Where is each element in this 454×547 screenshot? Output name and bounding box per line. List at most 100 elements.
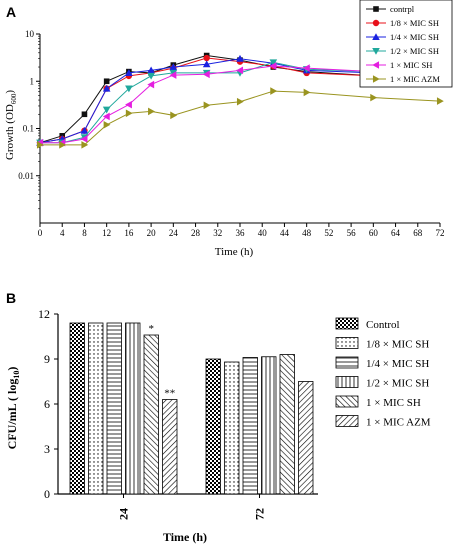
growth-chart-y-ticks: 10 1 0.1 0.01 <box>18 29 40 210</box>
growth-x-tick-label: 56 <box>347 228 357 238</box>
growth-data-point <box>147 72 155 80</box>
cfu-chart-y-ticks: 0 3 6 9 12 <box>38 307 58 501</box>
growth-data-point <box>202 70 210 79</box>
growth-data-point <box>147 80 155 89</box>
cfu-bar-1-8-mic-sh <box>224 361 240 495</box>
growth-legend-entry: 1/4 × MIC SH <box>366 32 439 42</box>
growth-data-point <box>80 135 88 143</box>
growth-chart-x-ticks: 0 4 8 12 16 20 24 28 32 36 40 44 48 52 56 60 64 68 72 <box>38 223 445 238</box>
growth-data-point <box>203 101 211 110</box>
growth-data-point <box>269 62 277 70</box>
growth-legend-entry: contrpl <box>366 4 415 14</box>
cfu-chart-categories: 24 72 <box>117 494 267 520</box>
growth-x-tick-label: 64 <box>391 228 401 238</box>
growth-data-point <box>303 88 311 97</box>
cfu-legend-label: 1/8 × MIC SH <box>366 339 429 351</box>
cfu-legend-swatch <box>335 395 359 408</box>
growth-data-point <box>80 126 89 134</box>
cfu-significance-marker: * <box>149 323 155 335</box>
cfu-legend-label: 1/2 × MIC SH <box>366 378 429 390</box>
growth-legend-marker <box>372 47 380 55</box>
cfu-bar-control <box>205 358 221 495</box>
growth-data-point <box>170 111 178 120</box>
growth-legend-label: 1 × MIC AZM <box>390 74 440 84</box>
growth-x-tick-label: 40 <box>258 228 268 238</box>
growth-legend-marker <box>373 6 379 12</box>
panel-letter-a: A <box>6 4 16 20</box>
growth-data-point <box>236 97 244 106</box>
cfu-legend-entry: 1 × MIC AZM <box>335 415 431 429</box>
growth-y-tick-label: 0.01 <box>18 171 34 181</box>
growth-x-tick-label: 4 <box>60 228 65 238</box>
cfu-y-tick-label: 12 <box>38 307 50 321</box>
growth-chart-legend: contrpl 1/8 × MIC SH 1/4 × MIC SH 1/2 × MIC… <box>359 0 453 88</box>
y-axis-title-main: Growth (OD <box>4 104 16 160</box>
growth-data-point <box>102 84 111 92</box>
growth-data-point <box>202 60 211 68</box>
cfu-y-title-close: ) <box>5 367 19 371</box>
cfu-y-title-subscript: 10 <box>12 371 21 379</box>
growth-y-tick-label: 1 <box>30 76 35 86</box>
growth-x-tick-label: 12 <box>102 228 111 238</box>
cfu-legend-entry: 1/2 × MIC SH <box>335 376 429 390</box>
growth-x-tick-label: 0 <box>38 228 43 238</box>
growth-data-point <box>269 59 278 67</box>
cfu-bar-1-2-mic-sh <box>125 322 141 495</box>
cfu-bar-1-2-mic-sh <box>261 356 277 495</box>
growth-legend-label: 1/2 × MIC SH <box>390 46 439 56</box>
growth-data-point <box>148 107 155 116</box>
growth-legend-label: 1 × MIC SH <box>390 60 432 70</box>
cfu-y-title-main: CFU/mL ( log <box>5 379 19 450</box>
cfu-y-tick-label: 6 <box>44 397 50 411</box>
growth-chart-y-axis-title: Growth (OD600) <box>4 90 18 160</box>
cfu-legend-swatch <box>335 356 359 369</box>
cfu-legend-entry: Control <box>335 317 400 331</box>
growth-y-tick-label: 10 <box>25 29 35 39</box>
cfu-legend-swatch <box>335 415 359 427</box>
cfu-chart-x-axis-title: Time (h) <box>163 530 207 544</box>
growth-data-point <box>236 54 244 62</box>
growth-chart-x-axis-title: Time (h) <box>215 246 254 258</box>
growth-data-point <box>125 69 133 76</box>
growth-x-tick-label: 16 <box>124 228 134 238</box>
cfu-bar-1-mic-sh <box>143 334 159 495</box>
growth-data-point <box>147 66 155 74</box>
cfu-bar-control <box>69 322 85 495</box>
cfu-chart-y-axis-title: CFU/mL ( log10) <box>5 367 21 450</box>
growth-legend-entry: 1 × MIC AZM <box>366 74 440 84</box>
cfu-legend-swatch <box>335 337 359 349</box>
growth-data-point <box>236 66 244 75</box>
growth-x-tick-label: 44 <box>280 228 290 238</box>
growth-data-point <box>125 100 132 109</box>
growth-data-point <box>59 141 67 149</box>
cfu-legend-label: Control <box>366 319 400 331</box>
growth-x-tick-label: 8 <box>82 228 87 238</box>
growth-data-point <box>102 112 110 121</box>
growth-legend-marker <box>372 33 380 41</box>
growth-legend-marker <box>372 61 380 69</box>
cfu-category-label: 24 <box>117 508 131 520</box>
growth-data-point <box>81 111 88 118</box>
cfu-legend-swatch <box>335 317 359 330</box>
growth-data-point <box>36 141 44 149</box>
cfu-legend-label: 1/4 × MIC SH <box>366 358 429 370</box>
growth-x-tick-label: 20 <box>147 228 157 238</box>
growth-data-point <box>436 97 444 105</box>
cfu-bar-1-4-mic-sh <box>242 357 258 495</box>
cfu-bar-1-mic-azm <box>298 381 314 495</box>
growth-data-point <box>102 106 111 114</box>
growth-data-point <box>169 71 177 79</box>
cfu-category-label: 72 <box>253 508 267 520</box>
growth-chart-series <box>36 52 444 149</box>
growth-data-point <box>270 87 278 95</box>
cfu-bar-1-mic-sh <box>279 354 295 495</box>
growth-legend-label: contrpl <box>390 4 415 14</box>
cfu-chart-bars: *** <box>69 322 314 495</box>
growth-x-tick-label: 68 <box>413 228 423 238</box>
y-axis-title-subscript: 600 <box>10 93 18 104</box>
growth-x-tick-label: 60 <box>369 228 379 238</box>
growth-x-tick-label: 52 <box>324 228 333 238</box>
growth-data-point <box>125 85 133 93</box>
